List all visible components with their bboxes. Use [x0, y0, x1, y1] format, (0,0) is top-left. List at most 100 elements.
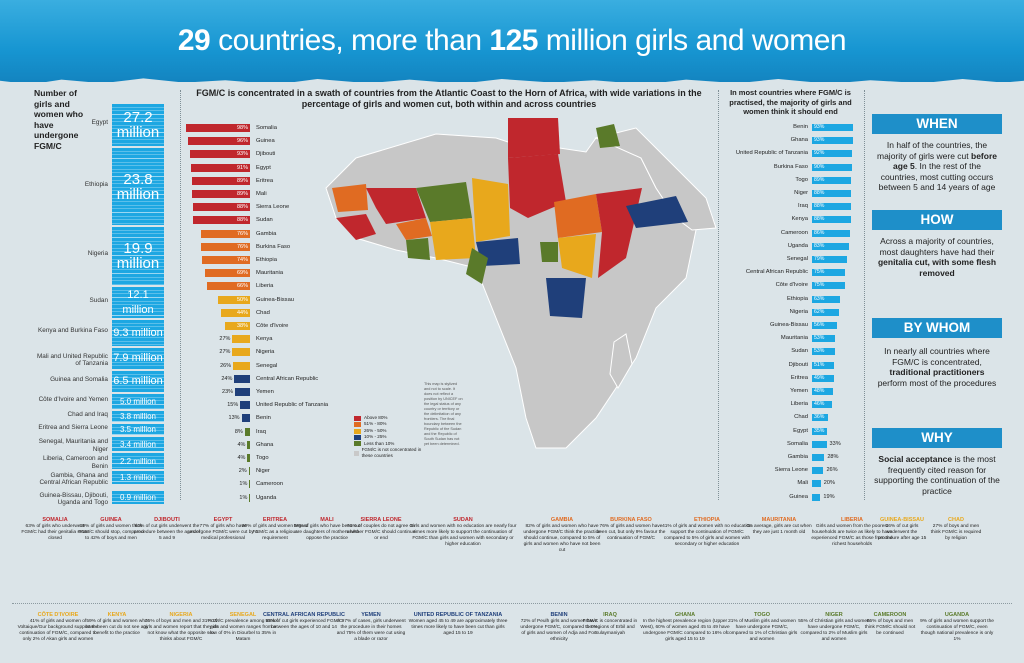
country-note: ETHIOPIA 41% of girls and women with no e…: [662, 517, 752, 548]
country-note: KENYA 59% of girls and women who have bee…: [82, 612, 152, 637]
prevalence-value: 38%: [236, 323, 248, 329]
left-item-label: Guinea-Bissau, Djibouti, Uganda and Togo: [39, 491, 108, 507]
oppose-value: 88%: [814, 190, 825, 196]
prevalence-bar: [241, 414, 250, 423]
left-item-label: Ethiopia: [84, 180, 108, 188]
prevalence-country: Egypt: [256, 164, 271, 171]
region-ghana-green: [406, 238, 430, 260]
country-note: NIGERIA 35% of boys and men and 31% of gi…: [142, 612, 220, 643]
left-item-label: Gambia, Ghana and Central African Republ…: [39, 471, 108, 487]
oppose-country: Cameroon: [780, 229, 808, 236]
prevalence-country: Central African Republic: [256, 375, 319, 382]
country-note: CAMEROON 85% of boys and men think FGM/C …: [862, 612, 918, 637]
prevalence-bar: [232, 335, 250, 344]
country-note-heading: CENTRAL AFRICAN REPUBLIC: [263, 612, 345, 618]
left-item-value: 2.2 million: [112, 453, 164, 469]
country-note-heading: BURKINA FASO: [610, 517, 652, 523]
prevalence-bar: [192, 216, 250, 225]
legend-label: 10% - 25%: [364, 434, 387, 440]
left-item-label: Guinea and Somalia: [50, 375, 108, 383]
country-note-heading: EGYPT: [213, 517, 233, 523]
torn-edge: [0, 78, 1024, 88]
region-yemen-blue: [626, 196, 688, 228]
region-niger-green: [416, 182, 472, 222]
oppose-value: 86%: [814, 229, 825, 236]
country-note-text: FGM/C prevalence among Wolof girls and w…: [208, 619, 278, 642]
oppose-value: 53%: [814, 335, 825, 342]
left-item-value: 7.9 million: [112, 348, 164, 369]
divider-left: [180, 90, 181, 500]
left-item-value: 5.0 million: [112, 394, 164, 409]
prevalence-country: Yemen: [256, 389, 274, 395]
prevalence-value: 89%: [236, 177, 248, 184]
country-note-text: Women aged 45 to 49 are approximately th…: [408, 619, 508, 636]
oppose-bar: [812, 137, 853, 145]
oppose-bar: [812, 480, 821, 488]
prevalence-value: 4%: [237, 455, 246, 461]
left-column-header: Number of girls and women who have under…: [34, 88, 84, 151]
country-note-text: 35% of boys and men and 31% of girls and…: [143, 619, 219, 642]
oppose-country: Mauritania: [780, 335, 808, 342]
country-note-text: In 97% of cases, girls underwent the pro…: [336, 619, 406, 642]
prevalence-bar: [244, 427, 250, 436]
prevalence-country: Nigeria: [256, 349, 275, 356]
page-title: 29 countries, more than 125 million girl…: [0, 24, 1024, 58]
oppose-country: Uganda: [787, 242, 808, 249]
country-note: UGANDA 9% of girls and women support the …: [920, 612, 994, 643]
prevalence-country: Chad: [256, 309, 270, 316]
legend-item: 10% - 25%: [354, 434, 422, 440]
oppose-country: Djibouti: [788, 361, 808, 368]
country-note: BURKINA FASO 76% of girls and women have …: [596, 517, 666, 542]
prevalence-value: 2%: [238, 468, 247, 475]
prevalence-value: 15%: [227, 402, 239, 409]
country-note-text: 16% of cut girls underwent the procedure…: [877, 524, 927, 541]
oppose-bar: [812, 242, 849, 250]
region-kenya-yellow: [558, 234, 596, 278]
oppose-value: 89%: [814, 176, 825, 183]
prevalence-country: Ghana: [256, 441, 274, 448]
region-egypt-red: [508, 118, 560, 158]
prevalence-value: 66%: [236, 283, 248, 290]
how-text: Across a majority of countries, most dau…: [874, 236, 1000, 278]
oppose-value: 79%: [814, 256, 825, 262]
prevalence-country: Iraq: [256, 428, 266, 435]
country-note: SIERRA LEONE 51% of couples do not agree …: [346, 517, 416, 542]
prevalence-value: 76%: [236, 230, 248, 237]
oppose-bar: [812, 269, 845, 277]
country-note-heading: KENYA: [107, 612, 127, 618]
madagascar: [609, 333, 633, 389]
country-note-text: 72% of Peulh girls and women have underg…: [520, 619, 598, 642]
prevalence-bar: [232, 348, 250, 357]
oppose-country: Mali: [797, 480, 808, 487]
oppose-bar: [812, 282, 845, 290]
prevalence-bar: [192, 203, 250, 212]
left-item-label: Senegal, Mauritania and Niger: [38, 438, 108, 453]
prevalence-country: Côte d'Ivoire: [256, 323, 289, 329]
oppose-country: Liberia: [790, 401, 808, 408]
country-note-heading: GHANA: [674, 612, 696, 618]
prevalence-country: Mali: [256, 191, 267, 197]
oppose-bar: [812, 322, 837, 329]
prevalence-value: 27%: [219, 336, 231, 343]
oppose-bar: [812, 348, 836, 356]
prevalence-country: Gambia: [256, 230, 277, 237]
divider-middle: [718, 90, 719, 500]
country-note-heading: NIGERIA: [169, 612, 193, 618]
country-note-heading: ERITREA: [262, 517, 288, 523]
oppose-country: Benin: [793, 124, 808, 130]
oppose-country: Iraq: [798, 203, 808, 210]
oppose-value: 20%: [823, 480, 835, 487]
country-note: SUDAN Girls and women with no education a…: [408, 517, 518, 548]
oppose-value: 48%: [814, 388, 825, 394]
prevalence-value: 8%: [234, 428, 243, 435]
oppose-value: 33%: [829, 440, 841, 447]
prevalence-bar: [186, 124, 250, 132]
legend-label: Less than 10%: [364, 440, 395, 446]
country-note: LIBERIA Girls and women from the poorest …: [810, 517, 894, 548]
country-note: UNITED REPUBLIC OF TANZANIA Women aged 45…: [408, 612, 508, 637]
oppose-country: Kenya: [791, 216, 808, 223]
bywhom-heading: BY WHOM: [872, 318, 1002, 338]
country-note-text: 76% of girls and women have been cut, bu…: [596, 524, 666, 541]
country-note-heading: YEMEN: [361, 612, 381, 618]
legend-swatch: [354, 441, 361, 447]
